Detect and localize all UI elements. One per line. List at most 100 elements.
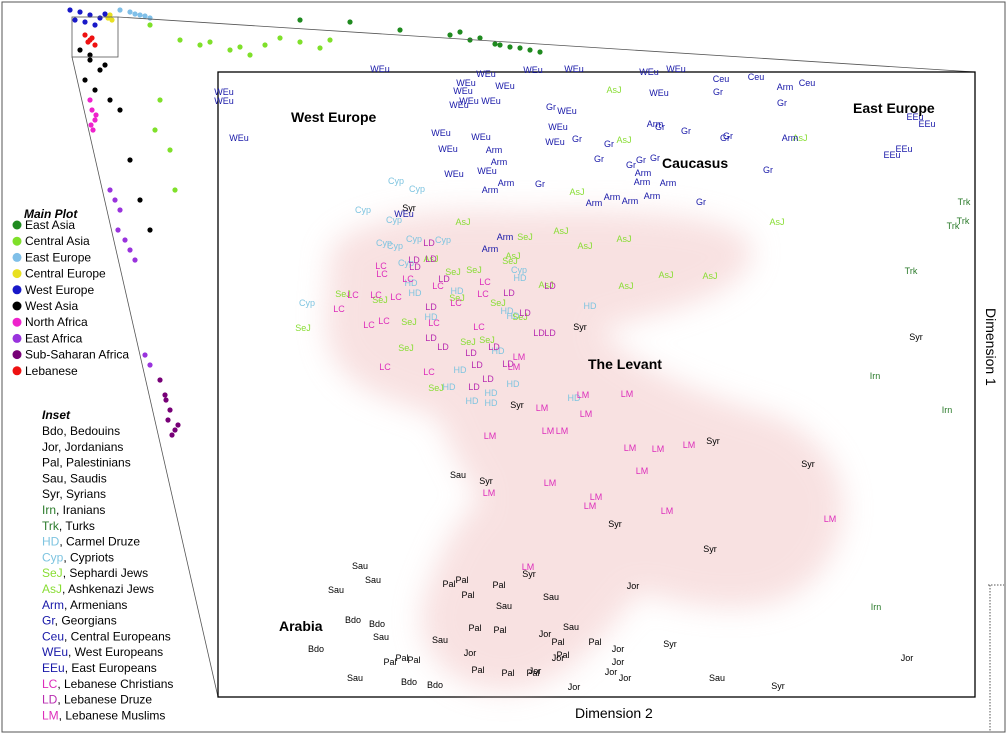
main-point-east-asia bbox=[397, 27, 403, 33]
main-point-east-asia bbox=[347, 19, 353, 25]
region-label-east-europe: East Europe bbox=[853, 100, 935, 116]
inset-label-lebanese-christians: LC bbox=[450, 298, 462, 308]
inset-label-lebanese-christians: LC bbox=[370, 290, 382, 300]
inset-label-palestinians: Pal bbox=[493, 625, 506, 635]
inset-label-sephardi-jews: SeJ bbox=[490, 298, 506, 308]
inset-label-west-europeans: WEu bbox=[438, 144, 458, 154]
inset-label-lebanese-druze: LD bbox=[468, 382, 480, 392]
main-point-sub-saharan-africa bbox=[163, 397, 169, 403]
inset-label-east-europeans: EEu bbox=[883, 150, 900, 160]
inset-label-cypriots: Cyp bbox=[409, 184, 425, 194]
main-point-west-europe bbox=[92, 22, 98, 28]
inset-label-lebanese-christians: LC bbox=[375, 261, 387, 271]
inset-label-syrians: Syr bbox=[522, 569, 536, 579]
inset-label-cypriots: Cyp bbox=[376, 238, 392, 248]
inset-label-lebanese-muslims: LM bbox=[621, 389, 634, 399]
inset-label-lebanese-christians: LC bbox=[390, 292, 402, 302]
inset-label-lebanese-christians: LC bbox=[473, 322, 485, 332]
inset-label-saudis: Sau bbox=[347, 673, 363, 683]
inset-label-east-europeans: EEu bbox=[906, 112, 923, 122]
inset-label-lebanese-muslims: LM bbox=[542, 426, 555, 436]
inset-label-carmel-druze: HD bbox=[485, 388, 498, 398]
main-point-east-europe bbox=[142, 13, 148, 19]
main-point-central-asia bbox=[262, 42, 268, 48]
main-point-east-europe bbox=[147, 15, 153, 21]
inset-label-syrians: Syr bbox=[703, 544, 717, 554]
inset-label-armenians: Arm bbox=[782, 133, 799, 143]
inset-label-carmel-druze: HD bbox=[454, 365, 467, 375]
inset-label-west-europeans: WEu bbox=[476, 69, 496, 79]
inset-label-west-europeans: WEu bbox=[639, 67, 659, 77]
main-point-central-asia bbox=[197, 42, 203, 48]
inset-label-georgians: Gr bbox=[572, 134, 582, 144]
inset-label-iranians: Irn bbox=[870, 371, 881, 381]
inset-label-jordanians: Jor bbox=[552, 653, 565, 663]
inset-label-carmel-druze: HD bbox=[568, 393, 581, 403]
inset-label-jordanians: Jor bbox=[529, 666, 542, 676]
inset-label-sephardi-jews: SeJ bbox=[466, 265, 482, 275]
inset-label-sephardi-jews: SeJ bbox=[449, 293, 465, 303]
inset-label-lebanese-druze: LD bbox=[502, 359, 514, 369]
inset-label-west-europeans: WEu bbox=[471, 132, 491, 142]
inset-legend-title: Inset bbox=[42, 408, 71, 422]
main-point-north-africa bbox=[87, 97, 93, 103]
inset-legend-entry-ceu: Ceu, Central Europeans bbox=[42, 629, 171, 643]
inset-label-syrians: Syr bbox=[909, 332, 923, 342]
inset-legend-entry-syr: Syr, Syrians bbox=[42, 487, 106, 501]
inset-label-sephardi-jews: SeJ bbox=[512, 312, 528, 322]
inset-legend-entry-asj: AsJ, Ashkenazi Jews bbox=[42, 582, 154, 596]
zoom-line-top bbox=[117, 16, 976, 73]
inset-label-palestinians: Pal bbox=[455, 575, 468, 585]
inset-label-syrians: Syr bbox=[402, 203, 416, 213]
main-point-east-asia bbox=[527, 47, 533, 53]
main-point-sub-saharan-africa bbox=[169, 432, 175, 438]
inset-label-west-europeans: WEu bbox=[456, 78, 476, 88]
inset-label-carmel-druze: HD bbox=[507, 379, 520, 389]
inset-label-jordanians: Jor bbox=[539, 629, 552, 639]
inset-label-central-europeans: Ceu bbox=[799, 78, 816, 88]
main-point-west-asia bbox=[147, 227, 153, 233]
main-point-sub-saharan-africa bbox=[172, 427, 178, 433]
inset-label-armenians: Arm bbox=[660, 178, 677, 188]
legend-label-west-europe: West Europe bbox=[25, 283, 94, 297]
inset-label-lebanese-muslims: LM bbox=[584, 501, 597, 511]
inset-label-ashkenazi-jews: AsJ bbox=[423, 254, 438, 264]
inset-label-lebanese-muslims: LM bbox=[824, 514, 837, 524]
inset-label-lebanese-druze: LD bbox=[519, 308, 531, 318]
main-point-west-asia bbox=[97, 67, 103, 73]
inset-label-carmel-druze: HD bbox=[501, 306, 514, 316]
inset-legend-entry-irn: Irn, Iranians bbox=[42, 503, 105, 517]
inset-label-syrians: Syr bbox=[663, 639, 677, 649]
inset-label-armenians: Arm bbox=[497, 232, 514, 242]
inset-legend-entry-pal: Pal, Palestinians bbox=[42, 456, 131, 470]
inset-label-lebanese-muslims: LM bbox=[513, 352, 526, 362]
main-point-central-asia bbox=[177, 37, 183, 43]
main-point-west-asia bbox=[87, 52, 93, 58]
inset-label-armenians: Arm bbox=[586, 198, 603, 208]
inset-label-carmel-druze: HD bbox=[443, 382, 456, 392]
inset-label-armenians: Arm bbox=[622, 196, 639, 206]
inset-label-saudis: Sau bbox=[365, 575, 381, 585]
zoom-lines bbox=[71, 16, 976, 698]
inset-legend-entry-arm: Arm, Armenians bbox=[42, 598, 127, 612]
inset-label-cypriots: Cyp bbox=[511, 265, 527, 275]
main-point-central-asia bbox=[247, 52, 253, 58]
inset-label-syrians: Syr bbox=[479, 476, 493, 486]
inset-label-west-europeans: WEu bbox=[545, 137, 565, 147]
inset-label-sephardi-jews: SeJ bbox=[398, 343, 414, 353]
inset-label-lebanese-muslims: LM bbox=[508, 362, 521, 372]
main-point-central-asia bbox=[152, 127, 158, 133]
main-point-east-africa bbox=[132, 257, 138, 263]
inset-label-lebanese-christians: LC bbox=[423, 367, 435, 377]
inset-label-jordanians: Jor bbox=[619, 673, 632, 683]
inset-label-west-europeans: WEu bbox=[214, 87, 234, 97]
main-point-north-africa bbox=[93, 112, 99, 118]
inset-label-palestinians: Pal bbox=[551, 637, 564, 647]
inset-label-sephardi-jews: SeJ bbox=[445, 267, 461, 277]
inset-label-syrians: Syr bbox=[608, 519, 622, 529]
main-point-east-asia bbox=[467, 37, 473, 43]
main-point-central-asia bbox=[327, 37, 333, 43]
inset-label-lebanese-muslims: LM bbox=[590, 492, 603, 502]
